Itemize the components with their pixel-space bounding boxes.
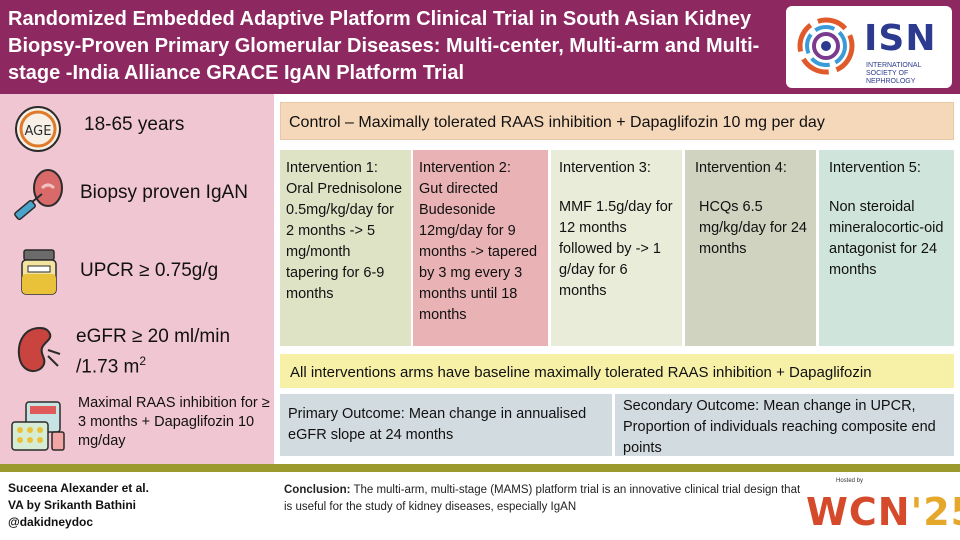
control-arm: Control – Maximally tolerated RAAS inhib… [280, 102, 954, 140]
conclusion-text: The multi-arm, multi-stage (MAMS) platfo… [284, 484, 801, 513]
isn-logo-subtitle: INTERNATIONAL SOCIETY OF NEPHROLOGY [866, 62, 922, 85]
intervention-5-description: Non steroidal mineralocortic-oid antagon… [829, 199, 944, 278]
wcn-hosted-by: Hosted by [836, 478, 864, 484]
intervention-4-label: Intervention 4: [695, 160, 787, 176]
intervention-5-label: Intervention 5: [829, 160, 921, 176]
criterion-raas: Maximal RAAS inhibition for ≥ 3 months +… [78, 395, 270, 449]
criterion-age: 18-65 years [84, 114, 185, 135]
intervention-1-description: Oral Prednisolone 0.5mg/kg/day for 2 mon… [286, 181, 403, 302]
intervention-4-description: HCQs 6.5 mg/kg/day for 24 months [699, 199, 807, 257]
isn-logo: ISN INTERNATIONAL SOCIETY OF NEPHROLOGY [786, 6, 952, 88]
baseline-note: All interventions arms have baseline max… [280, 354, 954, 388]
intervention-arm-3: Intervention 3: MMF 1.5g/day for 12 mont… [551, 150, 682, 346]
intervention-arm-4: Intervention 4: HCQs 6.5 mg/kg/day for 2… [685, 150, 816, 346]
criterion-biopsy: Biopsy proven IgAN [80, 182, 248, 203]
page-title: Randomized Embedded Adaptive Platform Cl… [8, 8, 760, 84]
criterion-egfr: eGFR ≥ 20 ml/min /1.73 m2 [76, 324, 230, 379]
footer-divider [0, 464, 960, 472]
intervention-3-label: Intervention 3: [559, 160, 651, 176]
kidney-icon [17, 326, 61, 372]
age-badge-icon: AGE [15, 106, 61, 152]
intervention-2-label: Intervention 2: [419, 160, 511, 176]
intervention-arm-1: Intervention 1: Oral Prednisolone 0.5mg/… [280, 150, 411, 346]
author-credits: Suceena Alexander et al. VA by Srikanth … [8, 480, 149, 531]
intervention-arm-5: Intervention 5: Non steroidal mineraloco… [819, 150, 954, 346]
secondary-outcome: Secondary Outcome: Mean change in UPCR, … [615, 394, 954, 456]
intervention-arm-2: Intervention 2: Gut directed Budesonide … [413, 150, 548, 346]
urine-sample-icon [21, 249, 57, 295]
criterion-upcr: UPCR ≥ 0.75g/g [80, 260, 219, 281]
conclusion-label: Conclusion: [284, 484, 351, 496]
primary-outcome: Primary Outcome: Mean change in annualis… [280, 394, 612, 456]
wcn-year: '25 [910, 490, 960, 534]
isn-logo-text: ISN [864, 18, 937, 59]
intervention-2-description: Gut directed Budesonide 12mg/day for 9 m… [419, 181, 538, 323]
conclusion: Conclusion: The multi-arm, multi-stage (… [284, 482, 804, 516]
criterion-egfr-line1: eGFR ≥ 20 ml/min [76, 326, 231, 347]
author-line-1: Suceena Alexander et al. [8, 481, 149, 495]
criterion-egfr-line2: /1.73 m [76, 356, 140, 378]
medication-icon [11, 401, 65, 451]
inclusion-criteria-panel: AGE 18-65 years Biopsy proven IgAN UPCR … [0, 94, 274, 464]
criterion-egfr-superscript: 2 [139, 354, 147, 368]
author-line-2: VA by Srikanth Bathini [8, 498, 137, 512]
header-banner: Randomized Embedded Adaptive Platform Cl… [0, 0, 960, 94]
kidney-biopsy-icon [14, 169, 63, 221]
wcn-letters: WCN [806, 490, 911, 534]
author-handle: @dakidneydoc [8, 515, 94, 529]
intervention-3-description: MMF 1.5g/day for 12 months followed by -… [559, 199, 673, 299]
footer: Suceena Alexander et al. VA by Srikanth … [0, 464, 960, 540]
intervention-1-label: Intervention 1: [286, 160, 378, 176]
isn-logo-mark-icon [797, 17, 855, 75]
wcn-logo: Hosted by WCN'25 [798, 478, 960, 536]
trial-arms-area: Control – Maximally tolerated RAAS inhib… [274, 94, 960, 464]
wcn-logo-text: WCN'25 [806, 490, 960, 534]
age-icon-label: AGE [25, 124, 52, 139]
